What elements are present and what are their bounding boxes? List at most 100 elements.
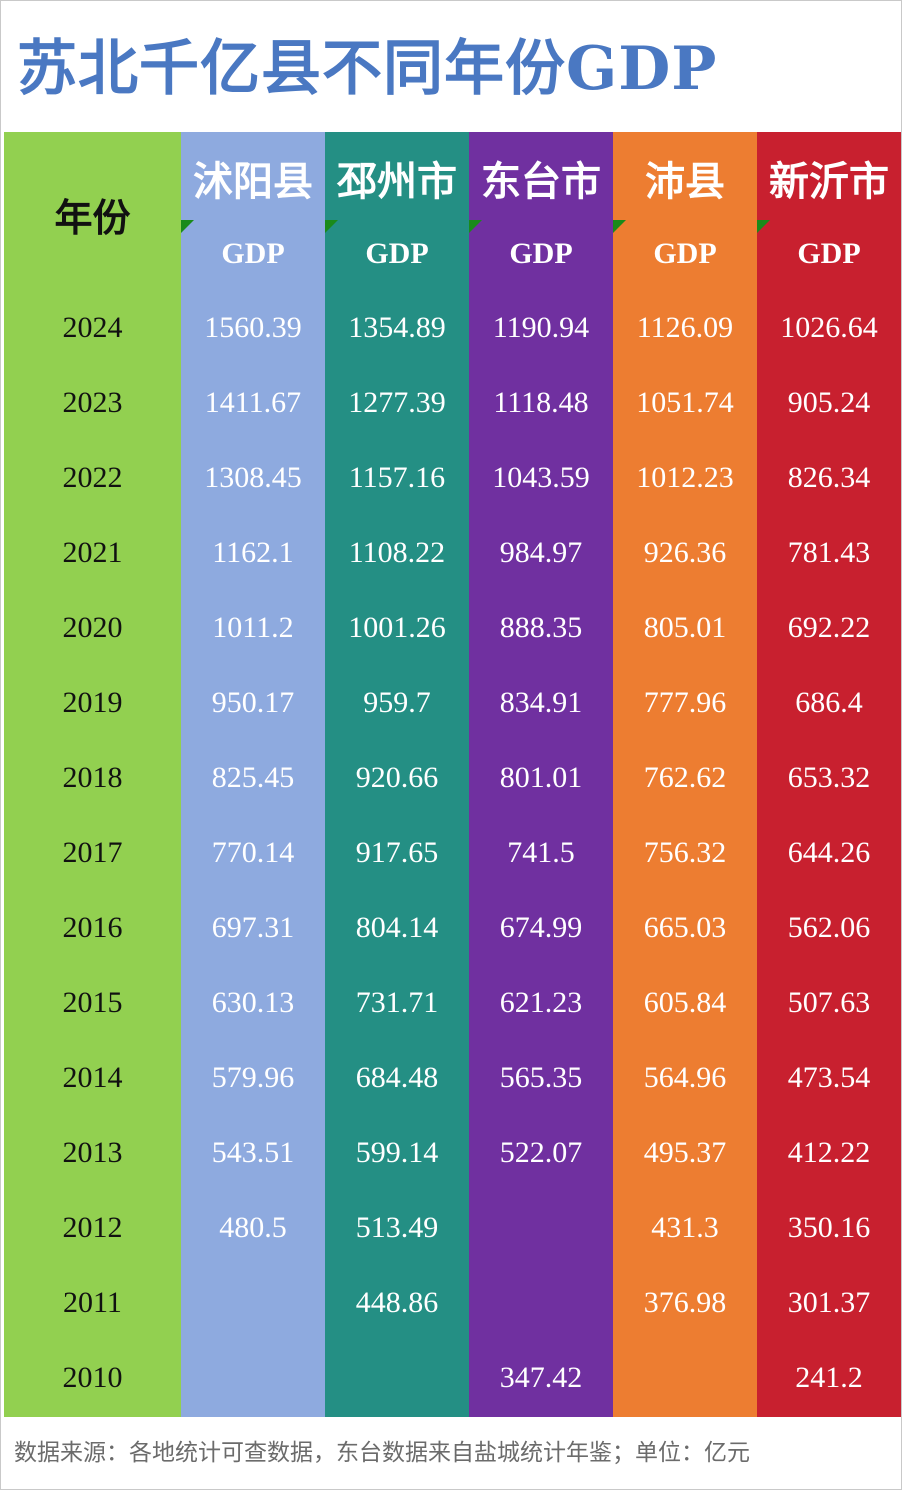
gdp-value-cell: 888.35 bbox=[499, 611, 583, 644]
metric-header: GDP bbox=[221, 237, 285, 270]
gdp-value-cell: 565.35 bbox=[499, 1061, 583, 1094]
gdp-value-cell: 777.96 bbox=[643, 686, 727, 719]
gdp-value-cell: 731.71 bbox=[355, 986, 439, 1019]
gdp-value-cell: 959.7 bbox=[363, 686, 431, 719]
metric-header: GDP bbox=[365, 237, 429, 270]
gdp-value-cell: 801.01 bbox=[499, 761, 583, 794]
gdp-value-cell: 480.5 bbox=[219, 1211, 287, 1244]
gdp-value-cell: 665.03 bbox=[643, 911, 727, 944]
gdp-value-cell: 579.96 bbox=[211, 1061, 295, 1094]
page-title: 苏北千亿县不同年份GDP bbox=[17, 34, 718, 104]
gdp-value-cell: 301.37 bbox=[787, 1286, 871, 1319]
gdp-value-cell: 674.99 bbox=[499, 911, 583, 944]
year-cell: 2014 bbox=[62, 1061, 123, 1094]
gdp-value-cell: 1043.59 bbox=[492, 461, 590, 494]
gdp-value-cell: 905.24 bbox=[787, 386, 871, 419]
year-cell: 2011 bbox=[63, 1286, 122, 1319]
gdp-value-cell: 412.22 bbox=[787, 1136, 871, 1169]
year-cell: 2018 bbox=[62, 761, 123, 794]
gdp-value-cell: 605.84 bbox=[643, 986, 727, 1019]
county-name-header: 邳州市 bbox=[337, 159, 457, 205]
gdp-value-cell: 1108.22 bbox=[348, 536, 446, 569]
year-cell: 2022 bbox=[62, 461, 123, 494]
county-name-header: 沛县 bbox=[645, 159, 725, 205]
gdp-value-cell: 805.01 bbox=[643, 611, 727, 644]
year-cell: 2013 bbox=[62, 1136, 123, 1169]
gdp-value-cell: 621.23 bbox=[499, 986, 583, 1019]
gdp-value-cell: 350.16 bbox=[787, 1211, 871, 1244]
gdp-value-cell: 1001.26 bbox=[348, 611, 446, 644]
header-corner-marker bbox=[181, 220, 194, 233]
gdp-value-cell: 920.66 bbox=[355, 761, 439, 794]
county-column: 邳州市 GDP 1354.89 1277.39 1157.16 1108.22 1001.2… bbox=[325, 132, 469, 1417]
gdp-value-cell: 1126.09 bbox=[636, 311, 734, 344]
gdp-value-cell: 762.62 bbox=[643, 761, 727, 794]
year-cell: 2012 bbox=[62, 1211, 123, 1244]
gdp-value-cell: 543.51 bbox=[211, 1136, 295, 1169]
gdp-value-cell: 826.34 bbox=[787, 461, 871, 494]
gdp-value-cell: 1012.23 bbox=[636, 461, 734, 494]
gdp-value-cell: 1162.1 bbox=[212, 536, 294, 569]
county-column: 新沂市 GDP 1026.64 905.24 826.34 781.43 692.22 686… bbox=[757, 132, 901, 1417]
metric-header: GDP bbox=[509, 237, 573, 270]
county-column: 沭阳县 GDP 1560.39 1411.67 1308.45 1162.1 1011.2 9… bbox=[181, 132, 325, 1417]
gdp-value-cell: 1411.67 bbox=[204, 386, 302, 419]
county-name-header: 沭阳县 bbox=[193, 159, 313, 205]
gdp-value-cell: 1118.48 bbox=[493, 386, 589, 419]
year-cell: 2010 bbox=[62, 1361, 123, 1394]
gdp-value-cell: 741.5 bbox=[507, 836, 575, 869]
gdp-value-cell: 562.06 bbox=[787, 911, 871, 944]
gdp-value-cell: 1560.39 bbox=[204, 311, 302, 344]
gdp-value-cell: 376.98 bbox=[643, 1286, 727, 1319]
gdp-value-cell: 1051.74 bbox=[636, 386, 734, 419]
county-name-header: 东台市 bbox=[481, 159, 601, 205]
county-column: 沛县 GDP 1126.09 1051.74 1012.23 926.36 805.01 77… bbox=[613, 132, 757, 1417]
gdp-value-cell: 1277.39 bbox=[348, 386, 446, 419]
gdp-value-cell: 630.13 bbox=[211, 986, 295, 1019]
gdp-value-cell: 513.49 bbox=[355, 1211, 439, 1244]
year-cell: 2015 bbox=[62, 986, 123, 1019]
header-corner-marker bbox=[757, 220, 770, 233]
gdp-value-cell: 692.22 bbox=[787, 611, 871, 644]
gdp-value-cell: 644.26 bbox=[787, 836, 871, 869]
gdp-value-cell: 781.43 bbox=[787, 536, 871, 569]
gdp-value-cell: 1011.2 bbox=[212, 611, 294, 644]
gdp-value-cell: 917.65 bbox=[355, 836, 439, 869]
metric-header: GDP bbox=[797, 237, 861, 270]
gdp-value-cell: 834.91 bbox=[499, 686, 583, 719]
gdp-value-cell: 599.14 bbox=[355, 1136, 439, 1169]
year-column-header: 年份 bbox=[54, 196, 131, 240]
year-cell: 2024 bbox=[62, 311, 123, 344]
gdp-value-cell: 431.3 bbox=[651, 1211, 719, 1244]
gdp-value-cell: 653.32 bbox=[787, 761, 871, 794]
gdp-value-cell: 984.97 bbox=[499, 536, 583, 569]
gdp-value-cell: 564.96 bbox=[643, 1061, 727, 1094]
gdp-table: 年份 2024 2023 2022 2021 2020 2019 2018 2017 2016 2… bbox=[4, 132, 901, 1417]
gdp-value-cell: 1308.45 bbox=[204, 461, 302, 494]
county-column: 东台市 GDP 1190.94 1118.48 1043.59 984.97 888.35 8… bbox=[469, 132, 613, 1417]
gdp-value-cell: 825.45 bbox=[211, 761, 295, 794]
gdp-value-cell: 756.32 bbox=[643, 836, 727, 869]
gdp-value-cell: 926.36 bbox=[643, 536, 727, 569]
gdp-value-cell: 697.31 bbox=[211, 911, 295, 944]
year-cell: 2023 bbox=[62, 386, 123, 419]
year-column: 年份 2024 2023 2022 2021 2020 2019 2018 2017 2016 2… bbox=[4, 132, 181, 1417]
header-corner-marker bbox=[613, 220, 626, 233]
gdp-value-cell: 495.37 bbox=[643, 1136, 727, 1169]
gdp-value-cell: 448.86 bbox=[355, 1286, 439, 1319]
year-cell: 2017 bbox=[62, 836, 123, 869]
header-corner-marker bbox=[469, 220, 482, 233]
source-note: 数据来源：各地统计可查数据，东台数据来自盐城统计年鉴；单位：亿元 bbox=[14, 1440, 750, 1466]
gdp-value-cell: 522.07 bbox=[499, 1136, 583, 1169]
gdp-value-cell: 507.63 bbox=[787, 986, 871, 1019]
gdp-value-cell: 684.48 bbox=[355, 1061, 439, 1094]
year-cell: 2021 bbox=[62, 536, 123, 569]
gdp-value-cell: 347.42 bbox=[499, 1361, 583, 1394]
year-cell: 2019 bbox=[62, 686, 123, 719]
year-cell: 2020 bbox=[62, 611, 123, 644]
gdp-value-cell: 770.14 bbox=[211, 836, 295, 869]
gdp-value-cell: 686.4 bbox=[795, 686, 863, 719]
gdp-value-cell: 950.17 bbox=[211, 686, 295, 719]
county-name-header: 新沂市 bbox=[769, 159, 889, 205]
